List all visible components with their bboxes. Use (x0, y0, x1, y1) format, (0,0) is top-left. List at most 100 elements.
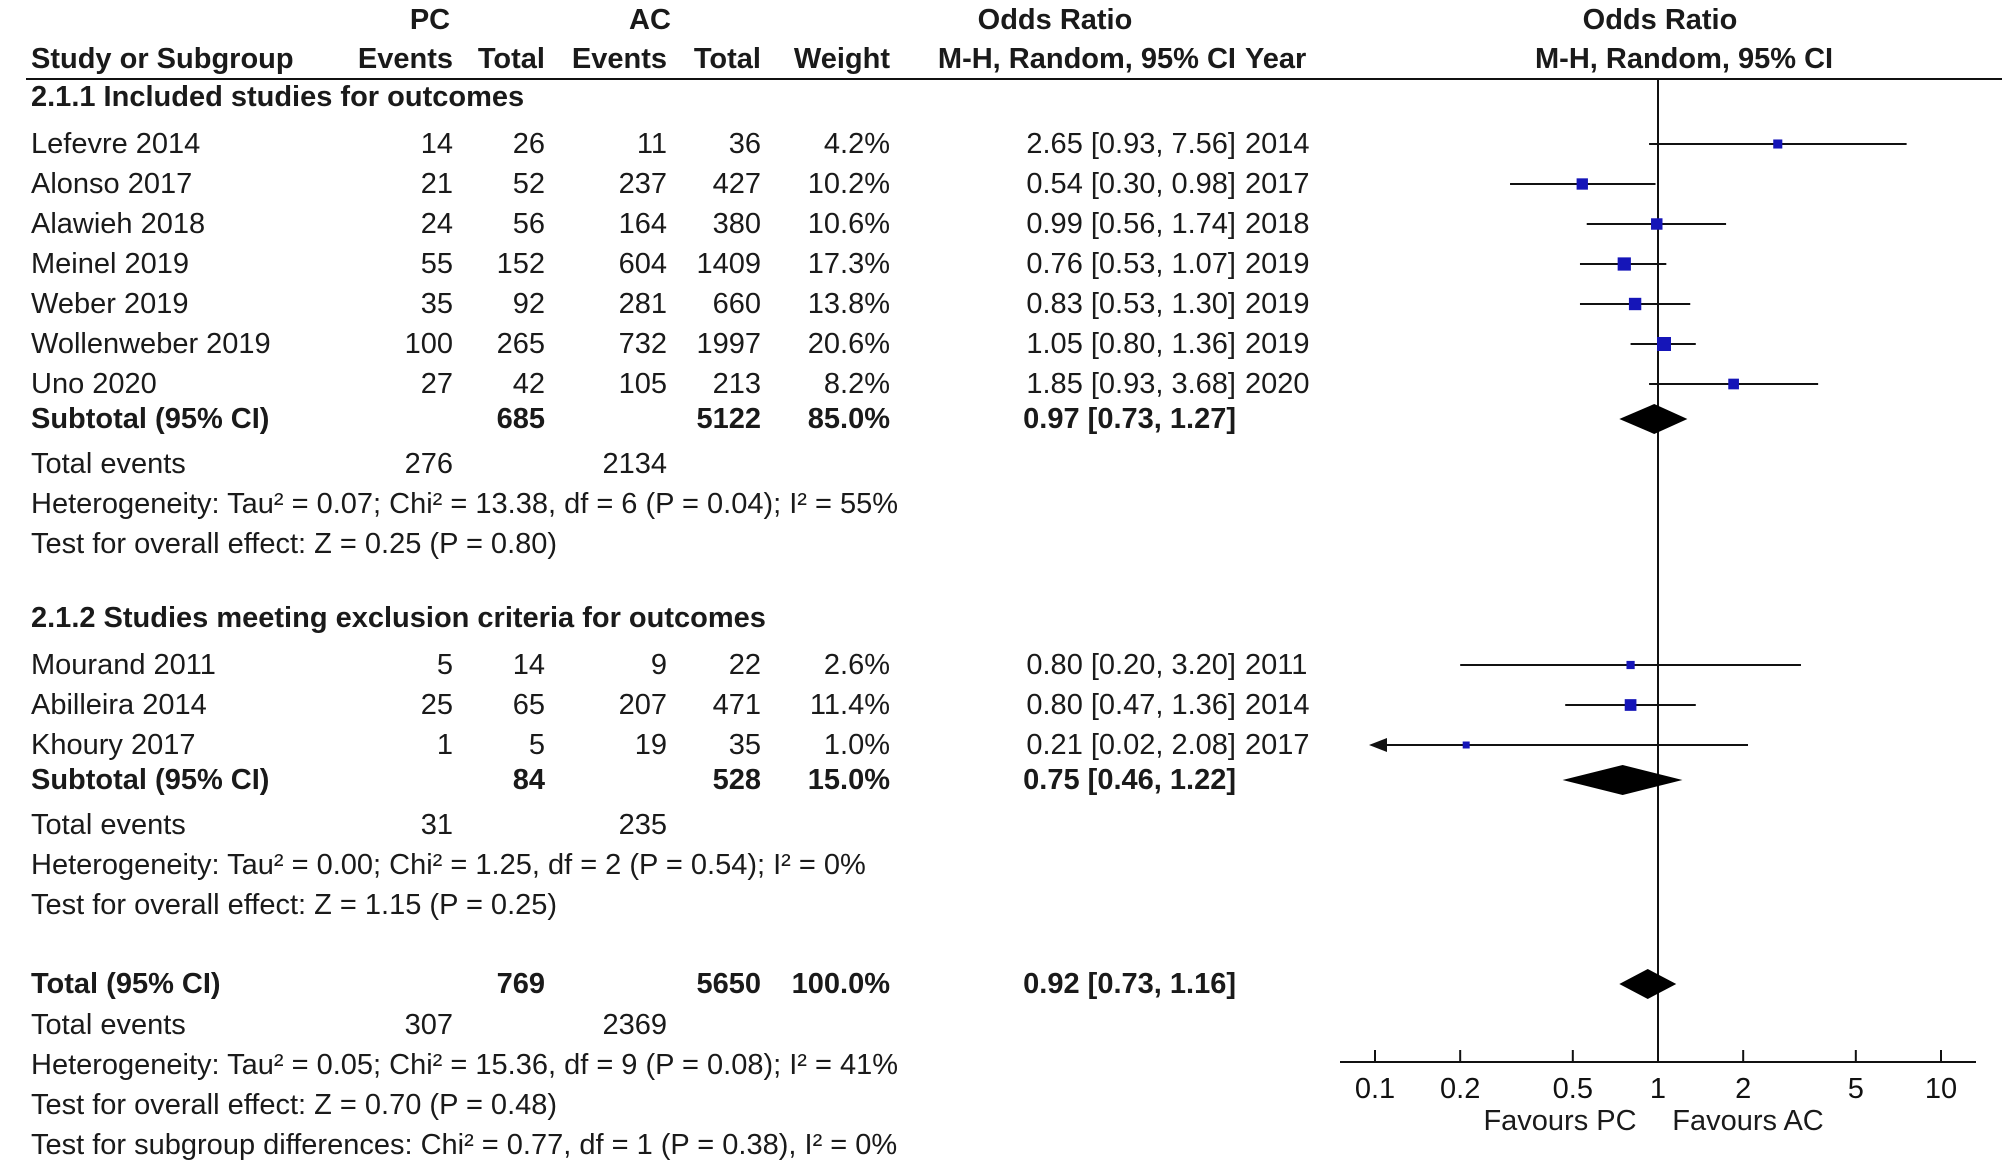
weight: 1.0% (823, 729, 890, 761)
pc-events: 24 (420, 208, 453, 240)
total-events-label: Total events (31, 448, 186, 480)
heterogeneity-text: Heterogeneity: Tau² = 0.07; Chi² = 13.38… (31, 488, 899, 520)
column-header-ac-total: Total (693, 43, 761, 75)
favours-right-label: Favours AC (1672, 1105, 1824, 1137)
column-header-year: Year (1245, 43, 1307, 75)
weight: 4.2% (823, 128, 890, 160)
x-axis-tick-label: 0.2 (1440, 1073, 1480, 1105)
total-events-ac: 2369 (602, 1009, 667, 1041)
ac-total: 660 (712, 288, 761, 320)
year: 2019 (1245, 328, 1310, 360)
study-name: Khoury 2017 (31, 729, 196, 761)
overall-effect-text: Test for overall effect: Z = 0.25 (P = 0… (31, 528, 558, 560)
odds-ratio-ci: 2.65 [0.93, 7.56] (1026, 128, 1236, 160)
year: 2014 (1245, 689, 1310, 721)
ac-events: 164 (618, 208, 667, 240)
overall-effect-text: Test for overall effect: Z = 1.15 (P = 0… (31, 889, 558, 921)
weight: 10.2% (807, 168, 890, 200)
weight: 11.4% (809, 689, 890, 721)
weight: 10.6% (807, 208, 890, 240)
ac-events: 732 (618, 328, 667, 360)
odds-ratio-ci: 0.80 [0.47, 1.36] (1026, 689, 1236, 721)
year: 2014 (1245, 128, 1310, 160)
ac-total: 471 (712, 689, 761, 721)
plot-subtitle: M-H, Random, 95% CI (1535, 43, 1834, 75)
weight: 2.6% (823, 649, 890, 681)
x-axis-tick-label: 0.1 (1355, 1073, 1395, 1105)
ac-total: 22 (728, 649, 761, 681)
x-axis-tick-label: 5 (1848, 1073, 1864, 1105)
point-estimate-square (1624, 699, 1637, 711)
ac-total: 1409 (696, 248, 761, 280)
pc-total: 5 (528, 729, 545, 761)
year: 2017 (1245, 168, 1310, 200)
pc-total: 52 (512, 168, 545, 200)
pc-events: 21 (420, 168, 453, 200)
point-estimate-square (1628, 297, 1642, 311)
ac-events: 105 (618, 368, 667, 400)
study-name: Uno 2020 (31, 368, 157, 400)
year: 2019 (1245, 248, 1310, 280)
column-header-pc-events: Events (357, 43, 453, 75)
subtotal-ac-total: 528 (712, 764, 761, 796)
ac-total: 427 (712, 168, 761, 200)
point-estimate-square (1728, 378, 1739, 390)
subgroup-title: 2.1.2 Studies meeting exclusion criteria… (31, 602, 766, 634)
x-axis-tick-label: 1 (1650, 1073, 1666, 1105)
subtotal-label: Subtotal (95% CI) (31, 403, 270, 435)
ac-events: 19 (634, 729, 667, 761)
column-header-weight: Weight (793, 43, 890, 75)
weight: 8.2% (823, 368, 890, 400)
point-estimate-square (1656, 337, 1671, 351)
subgroup-title: 2.1.1 Included studies for outcomes (31, 81, 525, 113)
year: 2011 (1245, 649, 1308, 681)
study-name: Alonso 2017 (31, 168, 193, 200)
total-ci: 0.92 [0.73, 1.16] (1023, 968, 1236, 1000)
pc-total: 92 (512, 288, 545, 320)
group-header-ac: AC (629, 4, 671, 36)
pc-events: 1 (436, 729, 453, 761)
study-name: Lefevre 2014 (31, 128, 201, 160)
study-name: Meinel 2019 (31, 248, 189, 280)
pc-events: 25 (420, 689, 453, 721)
total-events-pc: 276 (404, 448, 453, 480)
pc-total: 14 (512, 649, 545, 681)
odds-ratio-ci: 1.85 [0.93, 3.68] (1026, 368, 1236, 400)
odds-ratio-ci: 0.83 [0.53, 1.30] (1026, 288, 1236, 320)
pc-events: 27 (420, 368, 453, 400)
subtotal-pc-total: 685 (496, 403, 545, 435)
or-column-title: Odds Ratio (977, 4, 1133, 36)
odds-ratio-ci: 0.54 [0.30, 0.98] (1026, 168, 1236, 200)
point-estimate-square (1617, 257, 1631, 271)
point-estimate-square (1626, 660, 1635, 670)
subtotal-ci: 0.97 [0.73, 1.27] (1023, 403, 1236, 435)
year: 2018 (1245, 208, 1310, 240)
ac-events: 11 (636, 128, 667, 160)
pc-events: 14 (420, 128, 453, 160)
ac-events: 9 (650, 649, 667, 681)
column-header-ac-events: Events (571, 43, 667, 75)
pc-events: 35 (420, 288, 453, 320)
pooled-diamond (1619, 969, 1677, 999)
ac-total: 35 (728, 729, 761, 761)
year: 2019 (1245, 288, 1310, 320)
study-name: Weber 2019 (31, 288, 189, 320)
total-pc-total: 769 (496, 968, 545, 1000)
odds-ratio-ci: 0.76 [0.53, 1.07] (1026, 248, 1236, 280)
heterogeneity-text: Heterogeneity: Tau² = 0.05; Chi² = 15.36… (31, 1049, 899, 1081)
study-name: Mourand 2011 (31, 649, 216, 681)
total-events-pc: 31 (420, 809, 453, 841)
ac-total: 380 (712, 208, 761, 240)
favours-left-label: Favours PC (1483, 1105, 1637, 1137)
total-events-label: Total events (31, 809, 186, 841)
column-header-pc-total: Total (477, 43, 545, 75)
ac-total: 1997 (696, 328, 761, 360)
study-name: Alawieh 2018 (31, 208, 206, 240)
odds-ratio-ci: 0.21 [0.02, 2.08] (1026, 729, 1236, 761)
x-axis-tick-label: 10 (1925, 1073, 1957, 1105)
ac-events: 237 (618, 168, 667, 200)
x-axis-tick-label: 2 (1735, 1073, 1751, 1105)
total-events-ac: 235 (618, 809, 667, 841)
